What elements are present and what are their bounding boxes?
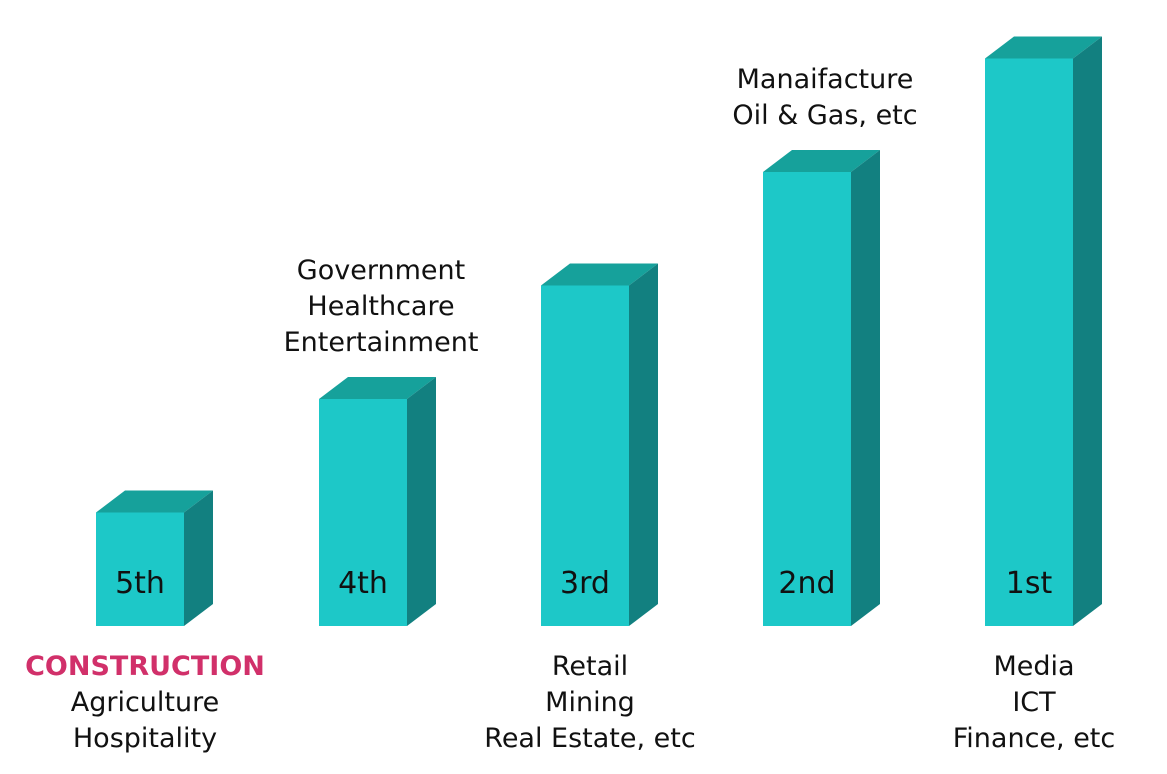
bar-top-5th — [96, 490, 213, 513]
rank-label-5th: 5th — [115, 566, 165, 601]
bar-top-4th — [319, 377, 436, 399]
category-label-retail: Retail — [552, 651, 628, 682]
bar-3rd — [541, 285, 629, 626]
bar-top-2nd — [763, 150, 880, 172]
bar-side-5th — [184, 490, 213, 626]
bar-top-1st — [985, 36, 1102, 59]
category-label-manaifacture: Manaifacture — [737, 64, 914, 95]
category-label-ict: ICT — [1012, 687, 1056, 718]
rank-label-1st: 1st — [1006, 566, 1053, 601]
category-label-media: Media — [993, 651, 1074, 682]
bar-2nd — [763, 172, 851, 626]
category-label-finance-etc: Finance, etc — [953, 723, 1116, 754]
rank-label-2nd: 2nd — [778, 566, 835, 601]
category-label-entertainment: Entertainment — [284, 327, 479, 358]
category-label-agriculture: Agriculture — [71, 687, 220, 718]
category-label-government: Government — [297, 255, 465, 286]
bar-1st — [985, 58, 1073, 626]
rank-label-3rd: 3rd — [560, 566, 610, 601]
category-label-mining: Mining — [545, 687, 635, 718]
category-label-oil-gas-etc: Oil & Gas, etc — [732, 100, 917, 131]
bar-side-3rd — [629, 263, 658, 626]
category-label-hospitality: Hospitality — [73, 723, 217, 754]
bar-side-1st — [1073, 36, 1102, 626]
category-label-real-estate-etc: Real Estate, etc — [484, 723, 695, 754]
bar-5th — [96, 512, 184, 626]
bar-top-3rd — [541, 263, 658, 286]
category-label-construction: CONSTRUCTION — [25, 651, 265, 682]
rank-label-4th: 4th — [338, 566, 388, 601]
bar-4th — [319, 399, 407, 626]
bar-side-4th — [407, 377, 436, 626]
bar-side-2nd — [851, 150, 880, 626]
category-label-healthcare: Healthcare — [307, 291, 454, 322]
